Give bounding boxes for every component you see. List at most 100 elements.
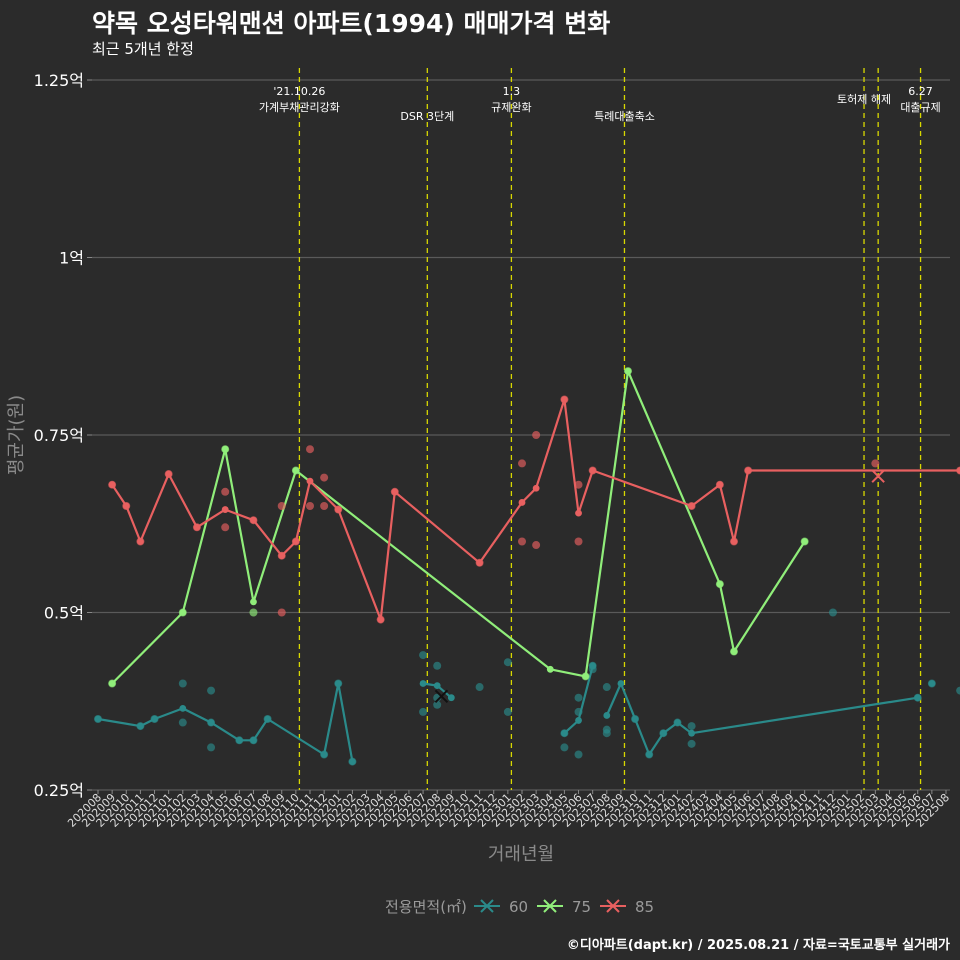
line-vertex [433,682,441,690]
line-vertex [603,712,611,719]
data-point [277,502,286,510]
line-vertex [235,736,243,744]
legend-key-cross [480,899,494,913]
data-point [207,686,216,695]
data-point [602,683,611,692]
data-point [221,523,230,532]
line-vertex [575,509,582,517]
event-label: 특례대출축소 [594,110,655,123]
data-point [475,683,484,692]
y-tick-label: 0.75억 [34,426,84,445]
data-point [532,431,541,439]
data-point [503,658,512,667]
y-tick-label: 1.25억 [34,71,84,90]
line-vertex [518,499,526,506]
line-vertex [108,481,116,489]
data-point [871,459,880,468]
line-vertex [94,715,102,723]
line-vertex [589,467,597,474]
series-line [111,398,960,621]
cross-marker [434,689,449,703]
line-vertex [688,502,695,510]
line-vertex [165,470,173,478]
line-vertex [589,662,597,670]
event-label: 토허제 해제 [837,92,891,106]
line-vertex [179,609,187,616]
series-line [111,370,806,685]
line-vertex [108,680,116,687]
y-axis-title: 평균가(원) [6,395,27,475]
data-point [956,686,960,695]
line-vertex [250,736,257,744]
event-label: 대출규제 [900,101,940,114]
line-vertex [419,680,427,687]
data-point [320,502,329,510]
data-point [503,707,512,716]
data-point [574,480,583,489]
data-point [687,739,696,748]
line-vertex [151,715,158,723]
data-point [518,537,526,546]
line-vertex [334,680,342,687]
line-vertex [956,467,960,474]
data-point [249,608,258,617]
data-point [221,487,230,496]
line-vertex [193,523,201,531]
data-point [207,743,216,752]
data-point [178,718,187,727]
line-vertex [306,477,314,485]
y-tick-label: 0.5억 [44,604,84,623]
legend-key-cross [543,899,557,913]
y-tick-label: 1억 [59,249,84,268]
line-vertex [221,506,229,513]
x-axis-title: 거래년월 [488,844,554,865]
cross-marker [871,469,885,483]
line-vertex [730,648,738,655]
data-point [277,608,286,617]
line-vertex [207,719,215,726]
line-vertex [377,616,385,623]
line-vertex [744,467,752,474]
series-line [97,682,354,762]
line-vertex [137,722,144,730]
data-point [419,651,428,660]
line-vertex [292,467,300,474]
legend-title: 전용면적(㎡) [385,898,467,916]
line-vertex [624,367,632,375]
line-vertex [631,715,639,723]
data-point [828,608,837,617]
event-label: 6.27 [908,85,933,98]
line-vertex [716,481,724,489]
line-vertex [292,538,300,545]
line-vertex [264,715,271,723]
line-vertex [532,484,540,492]
data-point [574,693,583,702]
line-vertex [179,704,187,712]
line-vertex [137,538,144,545]
line-vertex [928,680,936,687]
line-vertex [278,552,286,560]
line-vertex [320,751,328,758]
data-point [419,707,428,716]
line-vertex [447,694,455,702]
line-vertex [476,559,483,567]
event-label: '21.10.26 [273,85,325,98]
legend-label: 75 [572,898,591,916]
line-vertex [716,580,724,588]
legend-label: 85 [635,898,654,916]
line-vertex [349,758,356,765]
line-vertex [561,729,568,737]
line-vertex [659,729,667,737]
line-vertex [801,538,809,545]
chart-subtitle: 최근 5개년 한정 [92,40,194,58]
event-label: 규제완화 [491,101,531,114]
data-point [178,679,187,688]
legend-label: 60 [509,898,528,916]
data-point [574,537,583,546]
line-vertex [575,717,582,724]
line-vertex [122,502,130,510]
chart-title: 약목 오성타워맨션 아파트(1994) 매매가격 변화 [92,9,611,38]
data-point [518,459,526,468]
line-vertex [688,729,695,737]
line-vertex [561,396,568,403]
